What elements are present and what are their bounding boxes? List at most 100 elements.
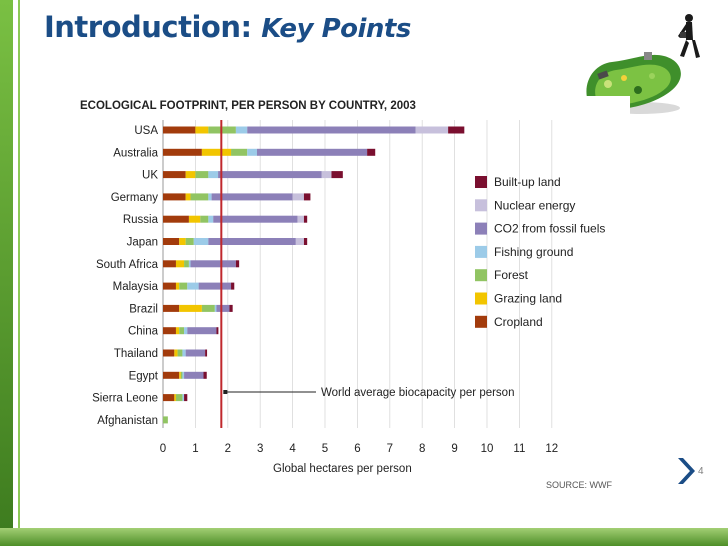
left-accent-edge: [18, 0, 20, 546]
category-label: Thailand: [114, 348, 158, 360]
bar-segment: [201, 148, 232, 156]
bar-segment: [185, 349, 206, 357]
bar-segment: [185, 171, 196, 179]
bar-segment: [231, 282, 235, 290]
bar-segment: [175, 282, 180, 290]
category-label: Australia: [113, 147, 158, 159]
bar-segment: [218, 171, 322, 179]
bar-segment: [163, 349, 175, 357]
footer-accent-bar: [0, 528, 728, 546]
legend-swatch: [475, 269, 487, 282]
slide-title: Introduction: Key Points: [44, 10, 411, 44]
bar-segment: [205, 349, 208, 357]
bar-segment: [198, 282, 232, 290]
bar-segment: [163, 215, 189, 223]
category-label: Germany: [111, 192, 159, 204]
category-label: Egypt: [129, 370, 159, 382]
bar-segment: [190, 193, 209, 201]
reference-callout-dot: [223, 390, 228, 394]
bar-segment: [188, 260, 191, 268]
bar-segment: [163, 193, 186, 201]
bar-segment: [184, 371, 204, 379]
legend-label: Nuclear energy: [494, 198, 575, 212]
bar-segment: [256, 148, 368, 156]
bar-segment: [180, 371, 183, 379]
x-tick-label: 0: [160, 443, 166, 455]
chart-legend: Built-up land Nuclear energy CO2 from foss…: [475, 175, 605, 329]
bar-segment: [184, 394, 188, 402]
bar-segment: [163, 304, 180, 312]
bar-segment: [163, 327, 176, 335]
bar-segment: [182, 349, 186, 357]
x-tick-label: 9: [451, 443, 457, 455]
slide-title-sub: Key Points: [261, 14, 411, 44]
category-labels: USA Australia UK Germany Russia Japan South Af…: [92, 125, 159, 427]
x-tick-label: 4: [289, 443, 296, 455]
reference-line-label: World average biocapacity per person: [321, 387, 514, 399]
category-label: Japan: [127, 237, 158, 249]
bar-segment: [200, 215, 209, 223]
legend-swatch: [475, 315, 487, 328]
bar-segment: [235, 126, 248, 134]
slide-title-main: Introduction:: [44, 10, 252, 44]
left-accent-bar: [0, 0, 13, 546]
bar-segment: [367, 148, 376, 156]
category-label: Brazil: [129, 303, 158, 315]
bar-segment: [163, 260, 176, 268]
bar-segment: [193, 238, 209, 245]
bar-segment: [295, 238, 304, 245]
bar-segment: [185, 193, 191, 201]
x-tick-label: 5: [322, 443, 328, 455]
bar-segment: [179, 304, 202, 312]
page-number: 4: [698, 466, 704, 477]
bar-segment: [448, 126, 465, 134]
chart-container: ECOLOGICAL FOOTPRINT, PER PERSON BY COUN…: [78, 96, 630, 492]
bar-segment: [184, 260, 189, 268]
bar-segment: [203, 371, 207, 379]
bar-segment: [163, 171, 186, 179]
bar-segment: [185, 238, 194, 245]
x-tick-label: 6: [354, 443, 360, 455]
bar-segment: [216, 327, 219, 335]
bar-segment: [187, 282, 199, 290]
x-tick-label: 11: [513, 443, 525, 455]
bar-segment: [175, 394, 183, 402]
x-axis-label: Global hectares per person: [273, 463, 412, 475]
legend-swatch: [475, 222, 487, 235]
bar-segment: [163, 148, 202, 156]
x-tick-label: 2: [225, 443, 231, 455]
bar-segment: [247, 126, 416, 134]
bar-segment: [208, 215, 214, 223]
bar-segment: [216, 304, 230, 312]
bar-segment: [208, 238, 296, 245]
legend-swatch: [475, 176, 487, 188]
bar-segment: [177, 349, 183, 357]
bar-segment: [174, 349, 178, 357]
bar-segment: [231, 148, 248, 156]
bar-segment: [415, 126, 449, 134]
reference-line-group: World average biocapacity per person: [220, 120, 514, 428]
chart-source: SOURCE: WWF: [546, 480, 612, 490]
left-accent-gap: [13, 0, 18, 546]
chart-title: ECOLOGICAL FOOTPRINT, PER PERSON BY COUN…: [80, 100, 416, 112]
bar-segment: [175, 260, 185, 268]
bar-segment: [182, 394, 185, 402]
bar-segment: [214, 304, 217, 312]
bar-segment: [195, 126, 209, 134]
bar-segment: [235, 260, 240, 268]
legend-label: Built-up land: [494, 175, 561, 189]
bar-segment: [321, 171, 332, 179]
x-tick-label: 12: [545, 443, 558, 455]
bar-segment: [184, 327, 188, 335]
bar-segment: [213, 215, 298, 223]
category-label: Afghanistan: [97, 415, 158, 427]
category-label: Sierra Leone: [92, 393, 158, 405]
x-axis-ticks: 0 1 2 3 4 5 6 7 8 9 10 11 12: [160, 443, 558, 455]
x-tick-label: 1: [192, 443, 198, 455]
bar-segment: [229, 304, 233, 312]
legend-label: CO2 from fossil fuels: [494, 222, 605, 236]
category-label: UK: [142, 170, 158, 182]
bar-segment: [163, 371, 180, 379]
bar-segment: [179, 282, 188, 290]
bar-segment: [292, 193, 304, 201]
